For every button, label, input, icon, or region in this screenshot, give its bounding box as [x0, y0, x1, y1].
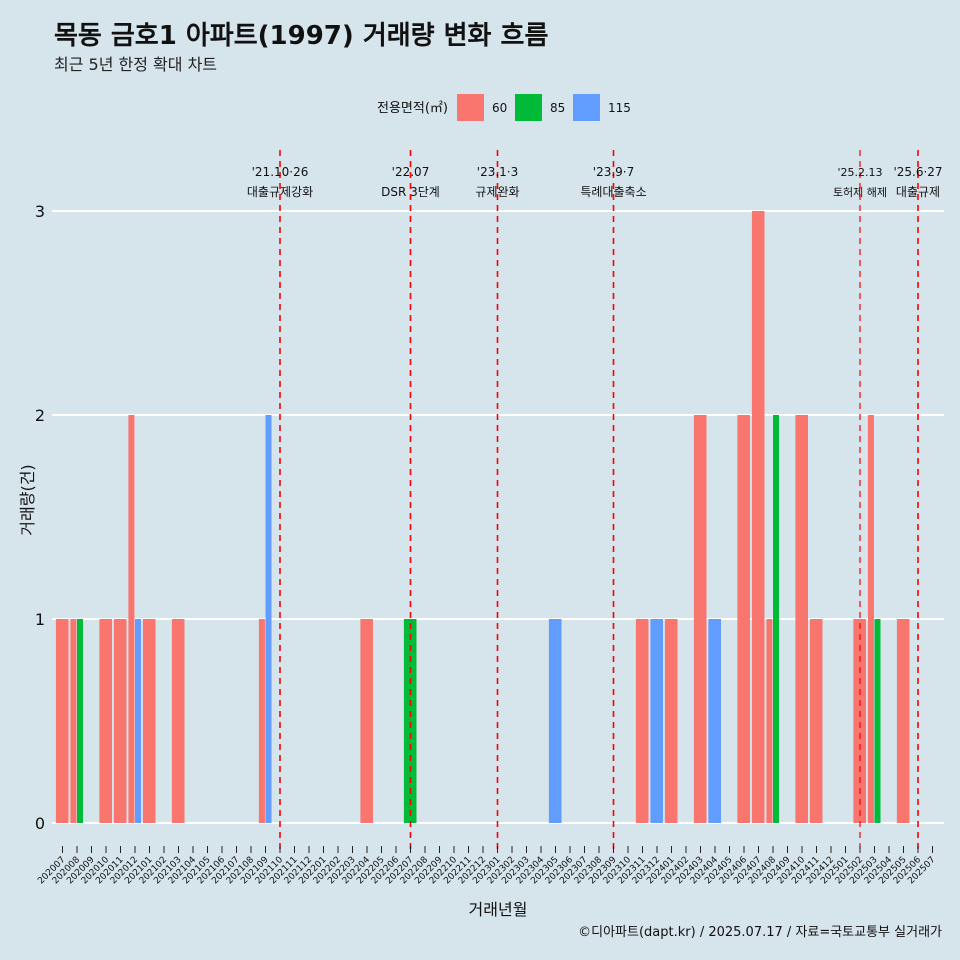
events: '21.10·26 대출규제강화 '22.07 DSR 3단계 '23.1·3 규제완화 '… [247, 150, 943, 853]
bar-202505-60 [896, 619, 910, 823]
chart-subtitle: 최근 5년 한정 확대 차트 [54, 55, 217, 74]
event-label-202309: 특례대출축소 [580, 185, 646, 199]
y-tick-label: 2 [35, 406, 45, 425]
bar-202410-60 [795, 415, 808, 823]
legend-label-115: 115 [608, 101, 631, 115]
x-axis-title: 거래년월 [469, 900, 528, 919]
bar-202008-60 [70, 619, 77, 823]
event-date-202110: '21.10·26 [252, 165, 309, 179]
bar-202406-60 [737, 415, 750, 823]
bar-202101-60 [142, 619, 156, 823]
bar-202503-60 [867, 415, 874, 823]
bar-202312-115 [650, 619, 663, 823]
x-axis: 2020072020082020092020102020112020122021… [36, 846, 938, 886]
event-label-202506: 대출규제 [896, 185, 940, 199]
caption: ©디아파트(dapt.kr) / 2025.07.17 / 자료=국토교통부 실… [578, 925, 942, 940]
bar-202305-115 [548, 619, 562, 823]
bar-202011-60 [113, 619, 127, 823]
legend-key-60 [457, 94, 484, 121]
bar-202401-60 [664, 619, 678, 823]
event-label-202301: 규제완화 [475, 185, 519, 199]
bar-202204-60 [360, 619, 373, 823]
bar-202109-115 [265, 415, 272, 823]
bars [55, 211, 910, 823]
bar-202207-85 [403, 619, 417, 823]
bar-202502-60 [853, 619, 866, 823]
bar-202311-60 [635, 619, 649, 823]
bar-202408-60 [766, 619, 773, 823]
y-axis-title: 거래량(건) [18, 464, 37, 535]
bar-202012-115 [135, 619, 141, 823]
bar-202010-60 [99, 619, 112, 823]
legend-label-85: 85 [550, 101, 565, 115]
y-axis: 0 1 2 3 [35, 202, 45, 833]
bar-202408-85 [773, 415, 779, 823]
legend: 전용면적(㎡) 60 85 115 [377, 94, 631, 121]
bar-202411-60 [809, 619, 823, 823]
y-tick-label: 3 [35, 202, 45, 221]
event-date-202506: '25.6·27 [893, 165, 942, 179]
bar-202109-60 [258, 619, 265, 823]
chart-title: 목동 금호1 아파트(1997) 거래량 변화 흐름 [54, 21, 548, 51]
bar-202103-60 [171, 619, 185, 823]
legend-key-85 [515, 94, 542, 121]
event-date-202301: '23.1·3 [477, 165, 518, 179]
bar-202503-85 [874, 619, 881, 823]
event-label-202207: DSR 3단계 [381, 185, 440, 199]
event-date-202207: '22.07 [392, 165, 430, 179]
y-tick-label: 1 [35, 610, 45, 629]
bar-202007-60 [55, 619, 69, 823]
event-date-202502: '25.2.13 [837, 166, 882, 179]
y-tick-label: 0 [35, 814, 45, 833]
event-label-202110: 대출규제강화 [247, 185, 313, 199]
legend-key-115 [573, 94, 600, 121]
event-date-202309: '23.9·7 [593, 165, 634, 179]
legend-title: 전용면적(㎡) [377, 101, 448, 116]
event-label-202502: 토허제 해제 [833, 185, 887, 199]
bar-202404-115 [708, 619, 721, 823]
legend-label-60: 60 [492, 101, 507, 115]
bar-202407-60 [751, 211, 765, 823]
bar-202008-85 [77, 619, 83, 823]
bar-202403-60 [693, 415, 707, 823]
bar-202012-60 [128, 415, 135, 823]
